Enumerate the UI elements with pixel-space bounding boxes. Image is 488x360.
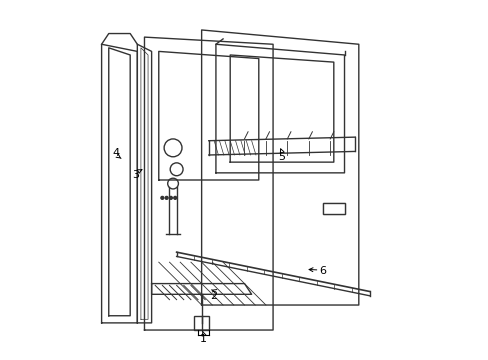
Text: 4: 4: [112, 148, 119, 158]
Text: 3: 3: [132, 170, 139, 180]
Text: 5: 5: [278, 152, 285, 162]
Bar: [323, 203, 344, 214]
Text: 1: 1: [200, 334, 206, 344]
Text: 6: 6: [319, 266, 326, 276]
Circle shape: [165, 197, 168, 199]
Circle shape: [173, 197, 176, 199]
Bar: [194, 316, 208, 330]
Circle shape: [169, 197, 172, 199]
Text: 2: 2: [210, 291, 217, 301]
Circle shape: [161, 197, 163, 199]
